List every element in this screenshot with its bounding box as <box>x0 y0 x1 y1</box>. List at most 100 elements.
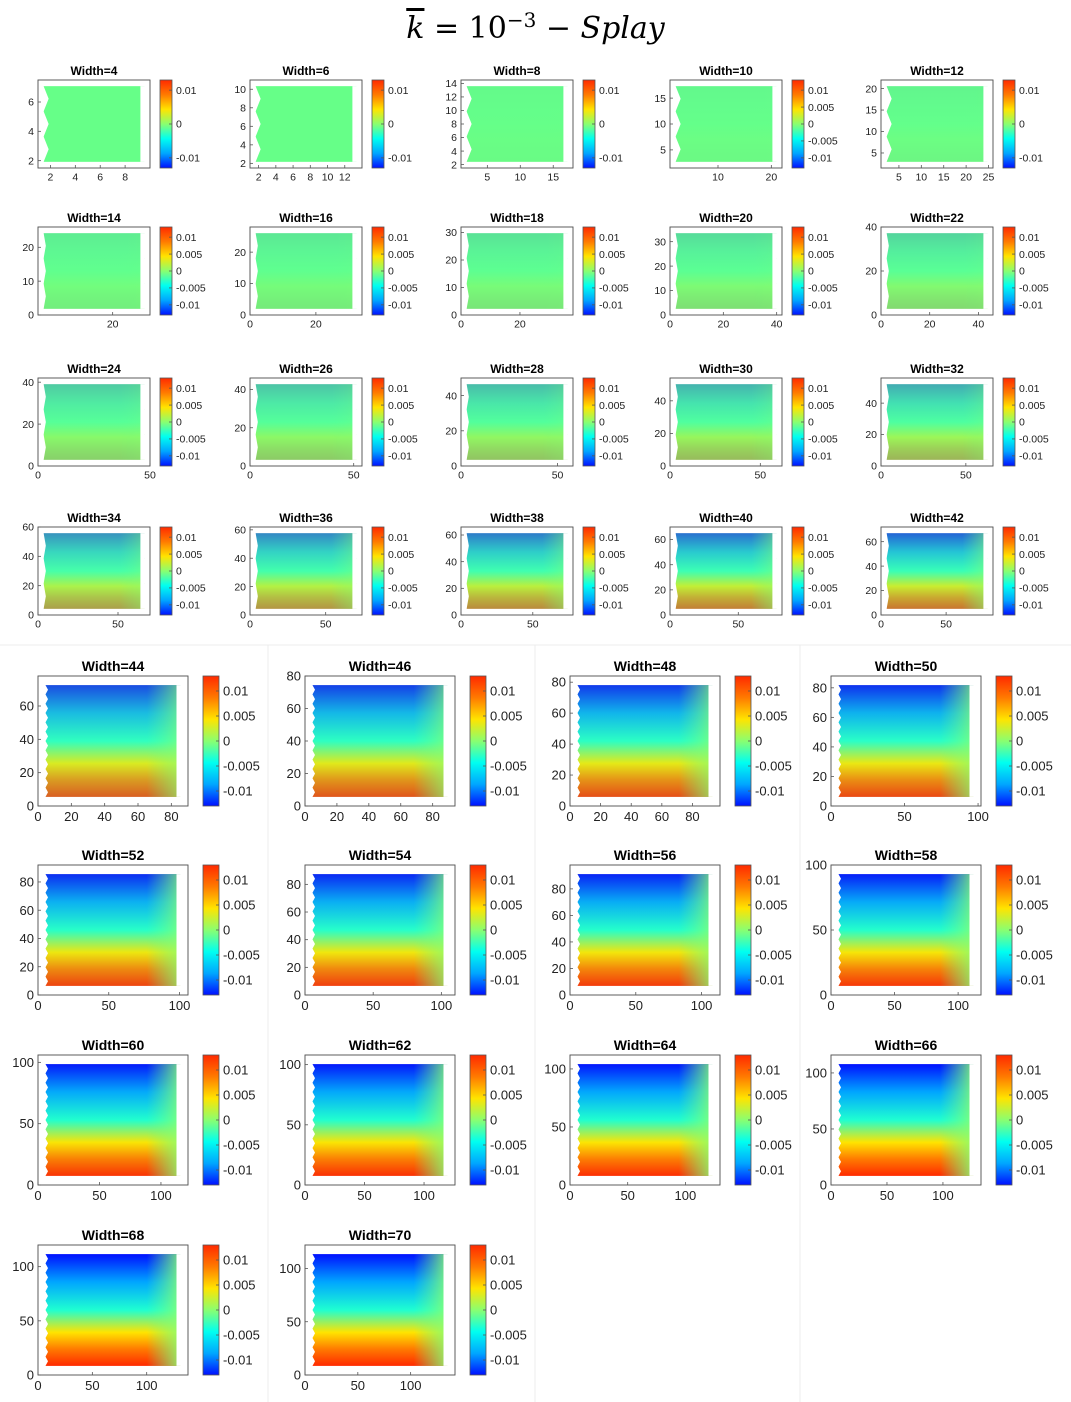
boundary-notch <box>563 233 570 309</box>
panel-title: Width=10 <box>699 64 753 78</box>
y-tick-label: 15 <box>654 93 666 105</box>
colorbar-tick-label: -0.005 <box>1016 1138 1053 1153</box>
boundary-notch <box>969 685 976 797</box>
colorbar-tick-label: -0.005 <box>490 1328 527 1343</box>
colorbar-tick-label: -0.005 <box>599 283 629 295</box>
colorbar-tick-label: 0 <box>223 734 230 749</box>
colorbar-tick-label: -0.005 <box>1019 583 1049 595</box>
colorbar-tick-label: -0.01 <box>388 300 412 312</box>
y-tick-label: 40 <box>865 561 877 573</box>
heatmap-panel: Width=70 0 50 100 0 50 100 0.01 0.005 0 -0.005 -0.0… <box>279 1227 527 1393</box>
x-tick-label: 12 <box>339 172 351 184</box>
boundary-notch <box>983 86 993 162</box>
y-tick-label: 10 <box>22 276 34 288</box>
x-tick-label: 25 <box>983 172 995 184</box>
heatmap-edge-fade <box>466 384 568 460</box>
x-tick-label: 40 <box>624 809 638 824</box>
colorbar-tick-label: -0.005 <box>388 283 418 295</box>
panel-title: Width=18 <box>490 211 544 225</box>
panel-title: Width=58 <box>875 847 938 863</box>
panel-title: Width=12 <box>910 64 964 78</box>
x-tick-label: 100 <box>413 1188 435 1203</box>
colorbar-tick-label: 0.005 <box>223 898 256 913</box>
heatmap-panel: Width=60 0 50 100 0 50 100 0.01 0.005 0 -0.005 -0.0… <box>12 1037 260 1203</box>
panel-title: Width=56 <box>614 847 677 863</box>
heatmap-edge-fade <box>312 874 448 986</box>
heatmap-panel: Width=42 0 50 0 20 40 60 0.01 0.005 0 -0.005 -0.01 <box>865 511 1049 631</box>
boundary-notch <box>708 1064 715 1176</box>
boundary-notch <box>708 874 715 986</box>
x-tick-label: 40 <box>362 809 376 824</box>
colorbar-tick-label: -0.01 <box>1016 784 1046 799</box>
x-tick-label: 15 <box>547 172 559 184</box>
panel-title: Width=64 <box>614 1037 677 1053</box>
x-tick-label: 0 <box>458 619 464 631</box>
colorbar-tick-label: -0.01 <box>599 153 623 165</box>
colorbar-tick-label: -0.01 <box>755 1163 785 1178</box>
axes-frame <box>669 377 783 467</box>
colorbar-tick-label: -0.005 <box>1016 948 1053 963</box>
boundary-notch <box>462 533 469 609</box>
colorbar-tick-label: 0.005 <box>808 249 834 261</box>
heatmap-panel: Width=52 0 50 100 0 20 40 60 80 0.01 0.005 0 -0.005 -… <box>20 847 260 1013</box>
colorbar-tick-label: 0.005 <box>755 1088 788 1103</box>
y-tick-label: 0 <box>451 310 457 322</box>
x-tick-label: 50 <box>348 470 360 482</box>
x-tick-label: 8 <box>307 172 313 184</box>
x-tick-label: 10 <box>322 172 334 184</box>
y-tick-label: 60 <box>287 701 301 716</box>
colorbar-tick-label: -0.005 <box>223 1328 260 1343</box>
colorbar-tick-label: 0 <box>599 566 605 578</box>
colorbar-tick-label: 0.005 <box>808 400 834 412</box>
x-tick-label: 15 <box>938 172 950 184</box>
boundary-notch <box>772 384 779 460</box>
boundary-notch <box>969 1064 976 1176</box>
colorbar-tick-label: -0.005 <box>808 583 838 595</box>
x-tick-label: 0 <box>35 619 41 631</box>
boundary-notch <box>140 86 150 162</box>
heatmap-edge-fade <box>838 1064 974 1176</box>
heatmap-panel: Width=54 0 50 100 0 20 40 60 80 0.01 0.005 0 -0.005 -… <box>287 847 527 1013</box>
colorbar-tick-label: 0.005 <box>1016 898 1049 913</box>
colorbar-tick-label: -0.01 <box>388 451 412 463</box>
colorbar-tick-label: -0.01 <box>808 300 832 312</box>
x-tick-label: 0 <box>247 470 253 482</box>
x-tick-label: 50 <box>754 470 766 482</box>
panel-title: Width=20 <box>699 211 753 225</box>
colorbar-tick-label: -0.01 <box>223 1353 253 1368</box>
colorbar-tick-label: 0.01 <box>388 85 409 97</box>
colorbar-tick-label: 0.005 <box>176 249 202 261</box>
y-tick-label: 60 <box>234 525 246 537</box>
y-tick-label: 10 <box>865 126 877 138</box>
axes-frame <box>37 79 151 169</box>
boundary-notch <box>882 233 889 309</box>
y-tick-label: 50 <box>813 923 827 938</box>
panel-title: Width=14 <box>67 211 121 225</box>
y-tick-label: 100 <box>279 1057 301 1072</box>
heatmap-panel: Width=26 0 50 0 20 40 0.01 0.005 0 -0.005 -0.01 <box>234 362 418 482</box>
y-tick-label: 0 <box>820 988 827 1003</box>
colorbar-tick-label: 0 <box>388 566 394 578</box>
axes-frame <box>304 864 456 996</box>
boundary-notch <box>41 1064 48 1176</box>
colorbar-tick-label: 0.01 <box>1019 85 1040 97</box>
y-tick-label: 80 <box>20 875 34 890</box>
y-tick-label: 2 <box>240 158 246 170</box>
y-tick-label: 50 <box>552 1120 566 1135</box>
colorbar-tick-label: 0.005 <box>176 400 202 412</box>
y-tick-label: 60 <box>22 522 34 534</box>
x-tick-label: 6 <box>97 172 103 184</box>
x-tick-label: 8 <box>122 172 128 184</box>
boundary-notch <box>41 874 48 986</box>
colorbar-tick-label: 0.01 <box>490 1253 515 1268</box>
boundary-notch <box>573 1064 580 1176</box>
x-tick-label: 80 <box>425 809 439 824</box>
x-tick-label: 80 <box>685 809 699 824</box>
heatmap-edge-fade <box>45 685 181 797</box>
y-tick-label: 0 <box>660 461 666 473</box>
heatmap-panel: Width=58 0 50 100 0 50 100 0.01 0.005 0 -0.005 -0.0… <box>805 847 1053 1013</box>
y-tick-label: 0 <box>451 461 457 473</box>
x-tick-label: 5 <box>484 172 490 184</box>
title-suffix: − Splay <box>536 11 665 46</box>
